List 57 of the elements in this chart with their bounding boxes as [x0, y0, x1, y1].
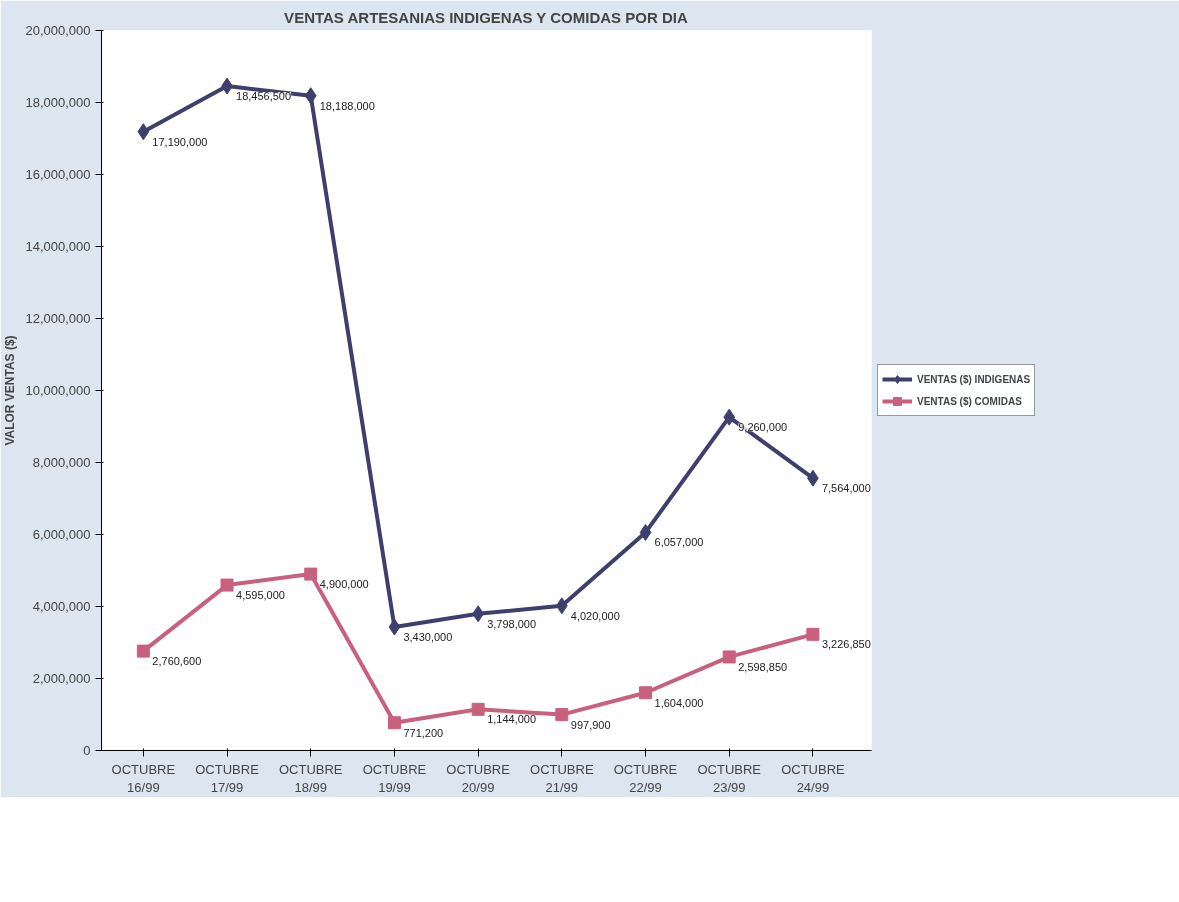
x-tick-label: OCTUBRE 18/99	[278, 761, 343, 795]
data-label: 1,604,000	[654, 696, 704, 709]
y-tick-label: 16,000,000	[25, 167, 91, 182]
y-tick-label: 10,000,000	[25, 383, 91, 398]
data-label: 3,226,850	[821, 638, 871, 651]
data-label: 3,430,000	[403, 631, 453, 644]
data-label: 3,798,000	[487, 617, 537, 630]
x-tick-label: OCTUBRE 23/99	[697, 761, 762, 795]
point	[555, 597, 568, 615]
data-label: 18,456,500	[236, 90, 292, 103]
y-tick-label: 4,000,000	[32, 599, 91, 614]
data-label: 4,900,000	[319, 578, 369, 591]
data-label: 997,900	[570, 718, 611, 731]
data-label: 17,190,000	[152, 135, 208, 148]
data-label: 7,564,000	[821, 482, 871, 495]
x-tick-label: OCTUBRE 20/99	[446, 761, 511, 795]
point	[806, 627, 820, 641]
point	[137, 123, 150, 141]
point	[388, 618, 401, 636]
data-label: 4,020,000	[570, 609, 620, 622]
chart-title: VENTAS ARTESANIAS INDIGENAS Y COMIDAS POR DIA	[284, 8, 688, 26]
point	[304, 567, 318, 581]
y-axis-title: VALOR VENTAS ($)	[3, 335, 18, 446]
point	[639, 686, 653, 700]
point	[722, 650, 736, 664]
point	[555, 708, 569, 722]
legend-label: VENTAS ($) COMIDAS	[917, 395, 1022, 407]
data-label: 1,144,000	[487, 713, 537, 726]
point	[220, 578, 234, 592]
data-label: 4,595,000	[236, 589, 285, 602]
data-label: 6,057,000	[654, 536, 704, 549]
point	[387, 716, 401, 730]
x-tick-label: OCTUBRE 19/99	[362, 761, 427, 795]
y-tick-label: 6,000,000	[32, 527, 91, 542]
x-tick-label: OCTUBRE 17/99	[195, 761, 260, 795]
point	[304, 87, 317, 105]
data-label: 9,260,000	[738, 421, 788, 434]
y-tick-label: 14,000,000	[25, 239, 91, 254]
y-tick-label: 2,000,000	[32, 671, 91, 686]
y-tick-label: 8,000,000	[32, 455, 91, 470]
data-label: 771,200	[403, 726, 444, 739]
y-tick-label: 20,000,000	[25, 23, 91, 38]
legend-label: VENTAS ($) INDIGENAS	[917, 373, 1031, 385]
x-tick-label: OCTUBRE 24/99	[781, 761, 846, 795]
y-tick-label: 12,000,000	[25, 311, 91, 326]
data-label: 2,760,600	[152, 655, 202, 668]
data-label: 18,188,000	[319, 99, 375, 112]
point	[639, 523, 652, 541]
point	[471, 702, 485, 716]
point	[723, 408, 736, 426]
y-tick-label: 18,000,000	[25, 95, 91, 110]
x-tick-label: OCTUBRE 22/99	[613, 761, 678, 795]
x-tick-label: OCTUBRE 21/99	[530, 761, 594, 795]
x-tick-label: OCTUBRE 16/99	[111, 761, 176, 795]
point	[136, 644, 150, 658]
data-label: 2,598,850	[738, 660, 788, 673]
y-tick-label: 0	[83, 743, 91, 758]
